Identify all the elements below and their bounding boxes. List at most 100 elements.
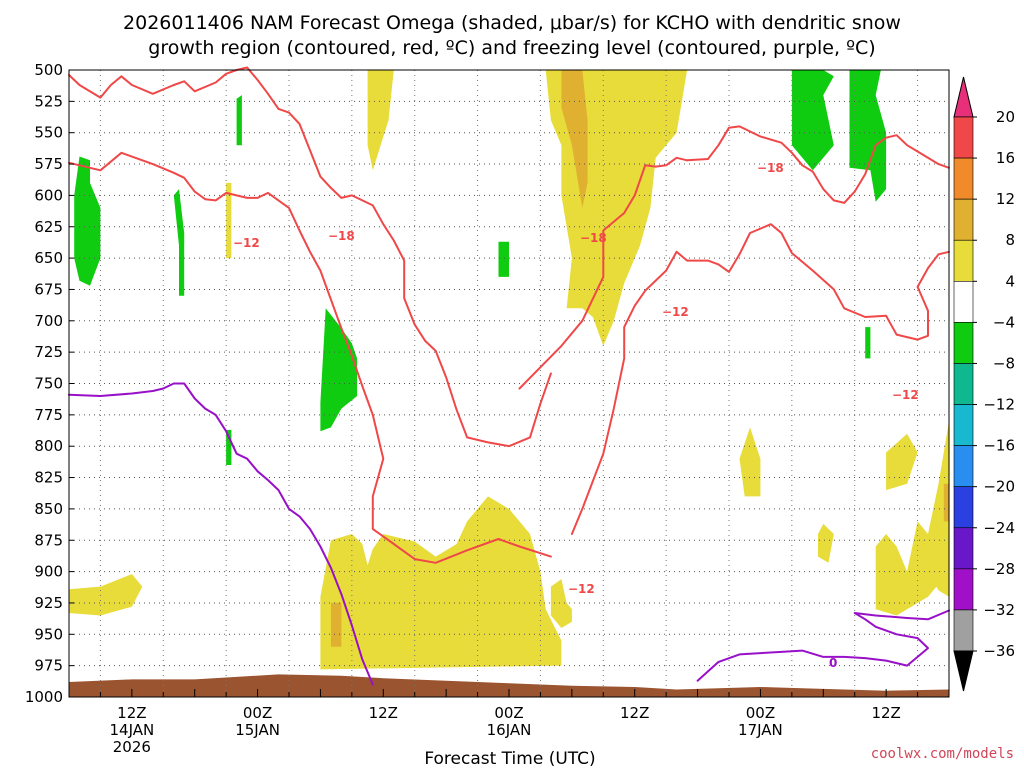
x-tick-label: 17JAN (738, 721, 783, 739)
omega-shaded-region (865, 327, 871, 359)
omega-shaded-region (226, 182, 232, 259)
y-tick-label: 625 (34, 218, 63, 236)
contour-line (570, 223, 919, 535)
contour-line (696, 609, 950, 682)
colorbar-segment (953, 157, 974, 200)
colorbar-segment (953, 322, 974, 364)
x-tick-label: 00Z (243, 704, 272, 722)
y-tick-label: 900 (34, 563, 63, 581)
y-tick-label: 750 (34, 375, 63, 393)
contour-line (68, 66, 552, 448)
x-tick-label: 14JAN (109, 721, 154, 739)
colorbar-label: −28 (983, 560, 1015, 578)
omega-shading-layer (69, 70, 949, 670)
y-tick-label: 700 (34, 312, 63, 330)
contour-layer (68, 66, 950, 686)
contour-label-red: −18 (580, 231, 607, 245)
colorbar-lower-arrow (953, 650, 974, 692)
colorbar-label: 12 (996, 190, 1015, 208)
omega-shaded-region (74, 156, 101, 286)
colorbar-label: −32 (983, 601, 1015, 619)
y-tick-label: 600 (34, 186, 63, 204)
colorbar-segment (953, 116, 974, 159)
contour-line (686, 125, 950, 204)
x-axis-title: Forecast Time (UTC) (424, 749, 595, 768)
colorbar-label: 8 (1005, 231, 1015, 249)
colorbar-segment (953, 486, 974, 529)
y-tick-label: 675 (34, 280, 63, 298)
y-tick-label: 950 (34, 625, 63, 643)
y-tick-label: 850 (34, 500, 63, 518)
colorbar-label: 4 (1005, 272, 1015, 290)
contour-line (518, 156, 689, 390)
omega-shaded-region (739, 427, 761, 497)
x-tick-label: 15JAN (235, 721, 280, 739)
omega-shaded-region (173, 189, 185, 296)
colorbar-upper-arrow (953, 76, 974, 118)
colorbar-segment (953, 445, 974, 487)
contour-label-red: −18 (757, 161, 784, 175)
y-tick-label: 800 (34, 437, 63, 455)
omega-shaded-region (849, 70, 887, 202)
omega-shaded-region (498, 241, 509, 277)
omega-shaded-region (69, 574, 143, 616)
colorbar-label: 16 (996, 149, 1015, 167)
contour-line (68, 382, 374, 686)
x-tick-label: 12Z (620, 704, 649, 722)
x-tick-label: 00Z (746, 704, 775, 722)
omega-shaded-region (561, 70, 588, 208)
x-tick-label: 00Z (494, 704, 523, 722)
y-axis: 500 525 550 575 600 625 650 675 700 725 750 775 800 8… (25, 61, 74, 706)
omega-shaded-region (928, 421, 949, 597)
y-tick-label: 1000 (25, 688, 63, 706)
omega-shaded-region (550, 579, 572, 628)
colorbar-segment (953, 198, 974, 241)
omega-shaded-region (886, 433, 918, 491)
y-tick-label: 725 (34, 343, 63, 361)
colorbar-label: −4 (993, 313, 1015, 331)
omega-shaded-region (330, 602, 342, 647)
colorbar-segment (953, 527, 974, 570)
colorbar-label: −24 (983, 519, 1015, 537)
contour-line (916, 250, 950, 341)
colorbar-segment (953, 609, 974, 652)
colorbar-segment (953, 568, 974, 611)
contour-label-layer: −12 −18 −18 −12 −18 −12 −12 0 (233, 161, 919, 670)
colorbar-label: −36 (983, 642, 1015, 660)
y-tick-label: 875 (34, 531, 63, 549)
y-tick-label: 925 (34, 594, 63, 612)
omega-shaded-region (236, 95, 242, 146)
colorbar-segment (953, 404, 974, 446)
colorbar-label: −20 (983, 478, 1015, 496)
x-tick-label: 12Z (117, 704, 146, 722)
colorbar: 20 16 12 8 4 −4 −8 −12 −16 −20 −24 −28 −32 −36 (953, 76, 1015, 692)
omega-shaded-region (320, 308, 358, 432)
x-tick-label: 12Z (369, 704, 398, 722)
y-tick-label: 550 (34, 124, 63, 142)
colorbar-label: −8 (993, 354, 1015, 372)
y-tick-label: 975 (34, 657, 63, 675)
y-tick-label: 825 (34, 469, 63, 487)
y-tick-label: 500 (34, 61, 63, 79)
colorbar-label: 20 (996, 108, 1015, 126)
contour-label-red: −12 (892, 388, 919, 402)
contour-label-red: −12 (568, 582, 595, 596)
contour-label-red: −12 (662, 305, 689, 319)
credit-text: coolwx.com/models (871, 746, 1014, 762)
chart-title-line-2: growth region (contoured, red, ºC) and f… (148, 37, 875, 59)
colorbar-label: −12 (983, 396, 1015, 414)
y-tick-label: 775 (34, 406, 63, 424)
colorbar-segment (953, 363, 974, 405)
y-tick-label: 650 (34, 249, 63, 267)
contour-label-purple: 0 (829, 656, 837, 670)
y-tick-label: 525 (34, 92, 63, 110)
colorbar-label: −16 (983, 437, 1015, 455)
chart-title-line-1: 2026011406 NAM Forecast Omega (shaded, μ… (123, 12, 901, 34)
chart-title: 2026011406 NAM Forecast Omega (shaded, μ… (123, 12, 901, 59)
contour-label-red: −18 (328, 229, 355, 243)
y-tick-label: 575 (34, 155, 63, 173)
omega-shaded-region (367, 70, 394, 171)
x-tick-label: 16JAN (487, 721, 532, 739)
colorbar-segment (953, 239, 974, 282)
